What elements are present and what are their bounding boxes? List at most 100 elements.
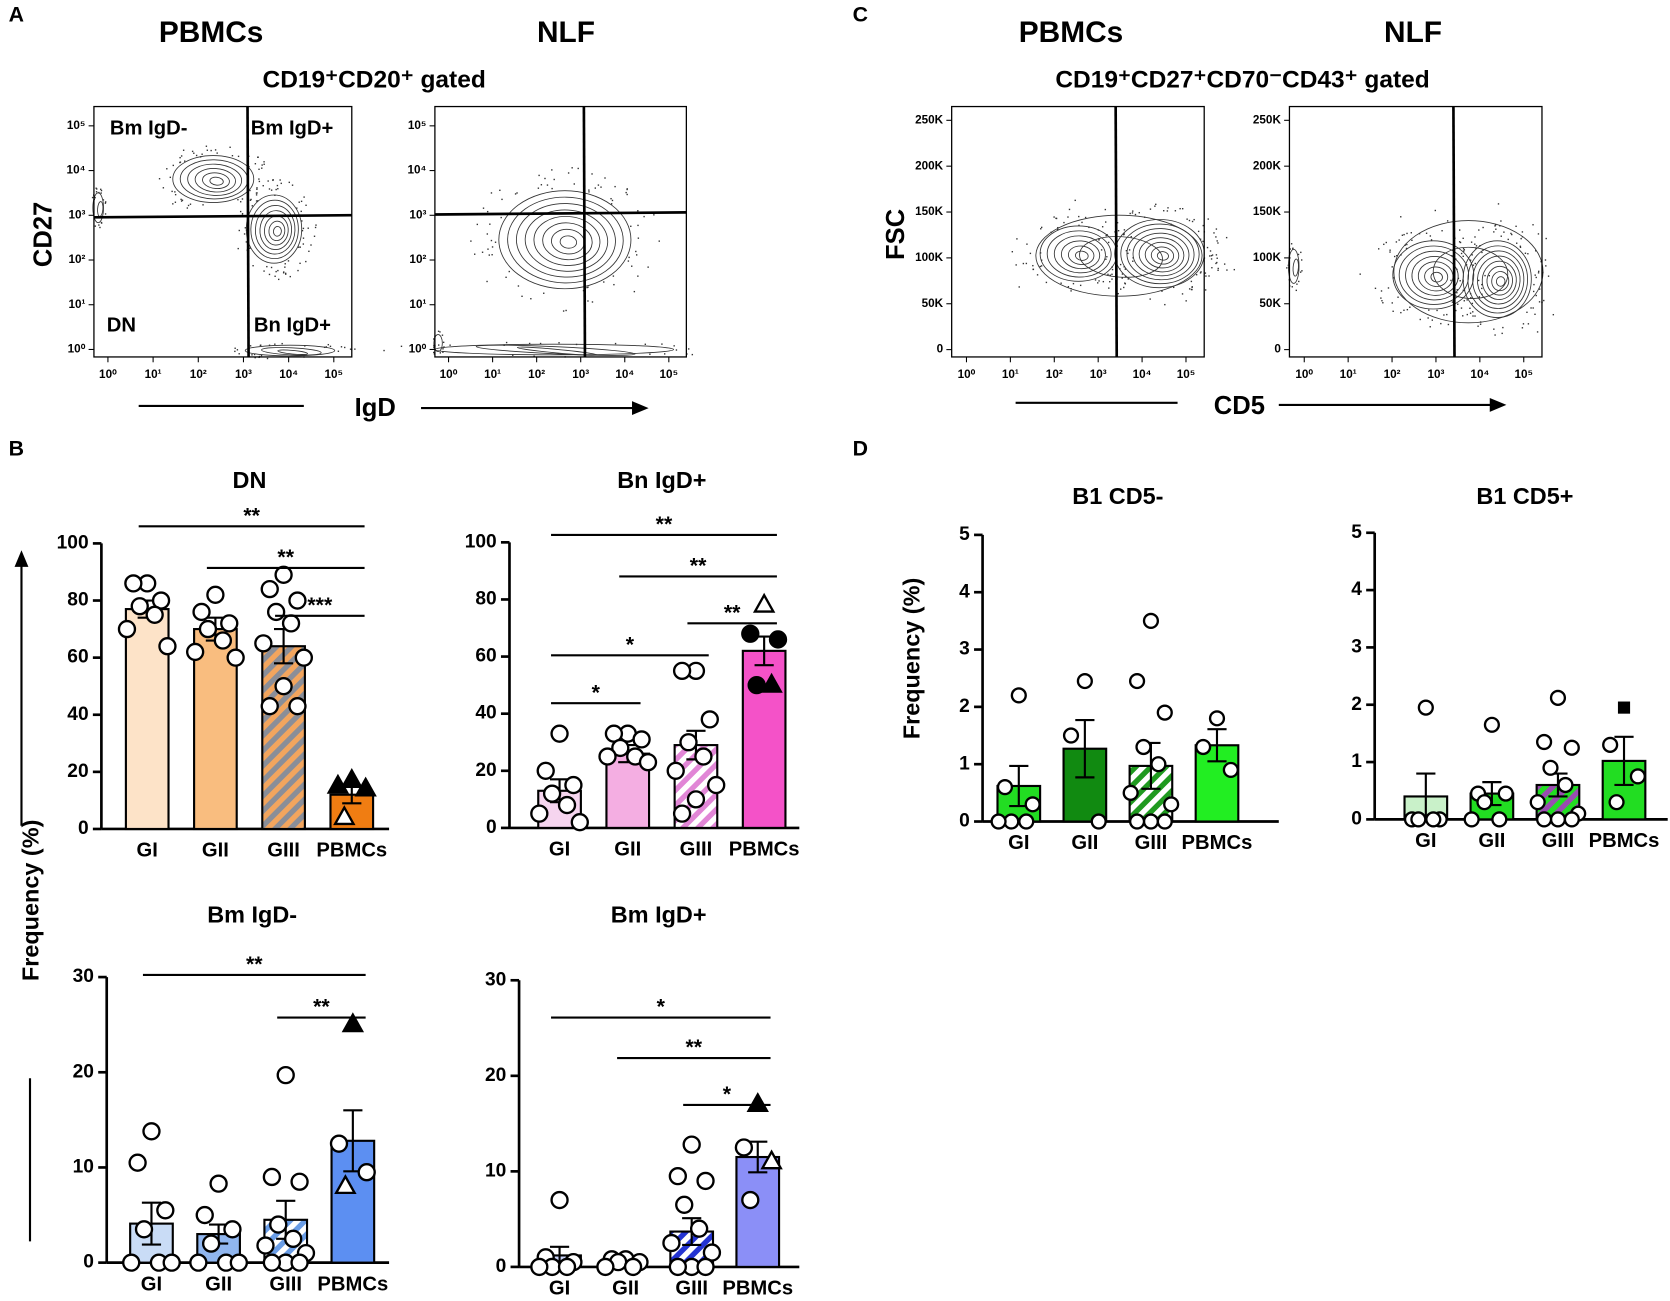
- event-dot: [241, 198, 244, 200]
- data-point: [1557, 776, 1574, 794]
- event-dot: [1428, 309, 1430, 311]
- data-point: [1128, 813, 1146, 830]
- event-dot: [1535, 250, 1537, 252]
- event-dot: [591, 173, 593, 175]
- event-dot: [597, 184, 600, 186]
- data-point: [696, 1171, 715, 1191]
- event-dot: [1199, 272, 1202, 274]
- event-dot: [1429, 326, 1431, 328]
- data-point: [1563, 811, 1580, 828]
- event-dot: [489, 223, 491, 225]
- event-dot: [1290, 243, 1293, 245]
- event-dot: [1105, 221, 1107, 223]
- event-dot: [1462, 279, 1464, 281]
- event-dot: [270, 266, 273, 269]
- event-dot: [1211, 254, 1214, 256]
- event-dot: [288, 181, 290, 184]
- event-dot: [1026, 243, 1028, 245]
- event-dot: [95, 191, 98, 193]
- y-tick-label: 5: [959, 524, 970, 545]
- event-dot: [625, 191, 627, 194]
- arrow-head: [1489, 397, 1507, 412]
- data-point: [696, 1257, 715, 1277]
- event-dot: [1040, 265, 1043, 267]
- event-dot: [1450, 279, 1452, 282]
- data-point: [1122, 784, 1139, 801]
- data-point: [530, 1257, 549, 1277]
- x-tick-label: 10³: [1090, 368, 1107, 381]
- data-point: [1529, 794, 1546, 811]
- event-dot: [1472, 315, 1474, 317]
- event-dot: [1395, 241, 1398, 243]
- event-dot: [1409, 306, 1411, 308]
- y-axis-label: Frequency (%): [17, 820, 43, 982]
- event-dot: [172, 203, 174, 205]
- event-dot: [182, 149, 185, 151]
- y-tick-label: 2: [1351, 694, 1362, 715]
- event-dot: [1474, 236, 1476, 238]
- plot-title: NLF: [537, 16, 595, 49]
- event-dot: [1527, 323, 1530, 325]
- event-dot: [180, 155, 183, 157]
- event-dot: [474, 253, 476, 255]
- data-point: [185, 642, 205, 662]
- y-tick-label: 10⁴: [408, 164, 427, 177]
- event-dot: [1478, 229, 1480, 231]
- data-point: [288, 697, 307, 716]
- x-tick-label: PBMCs: [1182, 832, 1253, 854]
- data-point: [1497, 785, 1514, 802]
- event-dot: [276, 184, 279, 187]
- contour: [209, 176, 224, 186]
- event-dot: [1057, 226, 1059, 229]
- data-point: [290, 1253, 309, 1272]
- event-dot: [1097, 282, 1099, 284]
- event-dot: [1532, 307, 1534, 309]
- event-dot: [1429, 235, 1432, 237]
- data-point: [1163, 796, 1180, 813]
- contour: [1432, 246, 1509, 299]
- contour: [245, 194, 303, 264]
- bar: [261, 645, 306, 831]
- event-dot: [260, 344, 262, 346]
- chart-title: DN: [233, 467, 267, 493]
- event-dot: [298, 201, 300, 203]
- event-dot: [1443, 314, 1445, 316]
- y-tick-label: 3: [959, 639, 970, 660]
- x-tick-label: PBMCs: [722, 1278, 793, 1300]
- event-dot: [349, 348, 352, 350]
- y-tick-label: 40: [475, 703, 496, 724]
- event-dot: [1537, 272, 1540, 274]
- data-point: [262, 1167, 282, 1187]
- event-dot: [1210, 255, 1213, 257]
- event-dot: [1418, 232, 1421, 235]
- event-dot: [1527, 253, 1529, 255]
- event-dot: [1501, 332, 1503, 335]
- event-dot: [1040, 259, 1043, 261]
- event-dot: [1511, 233, 1513, 236]
- data-point: [1463, 811, 1480, 828]
- x-tick-label: 10⁰: [1295, 368, 1313, 381]
- data-point: [201, 1234, 221, 1253]
- event-dot: [604, 177, 606, 179]
- y-tick-label: 5: [1351, 522, 1362, 543]
- event-dot: [1411, 239, 1413, 242]
- y-tick-label: 100: [57, 532, 89, 553]
- event-dot: [284, 263, 286, 265]
- event-dot: [1398, 239, 1400, 241]
- event-dot: [1545, 265, 1547, 267]
- data-point: [686, 790, 706, 809]
- gate-line: [93, 213, 352, 219]
- panel-subtitle: CD19⁺CD20⁺ gated: [263, 66, 486, 93]
- event-dot: [234, 347, 236, 349]
- event-dot: [1382, 302, 1384, 304]
- event-dot: [490, 192, 493, 194]
- data-point: [326, 773, 350, 794]
- contour: [524, 209, 609, 272]
- event-dot: [261, 167, 263, 169]
- event-dot: [1519, 246, 1522, 249]
- event-dot: [1215, 262, 1217, 265]
- event-dot: [1205, 275, 1207, 277]
- event-dot: [1016, 238, 1018, 240]
- event-dot: [263, 270, 265, 272]
- data-point: [1542, 759, 1559, 776]
